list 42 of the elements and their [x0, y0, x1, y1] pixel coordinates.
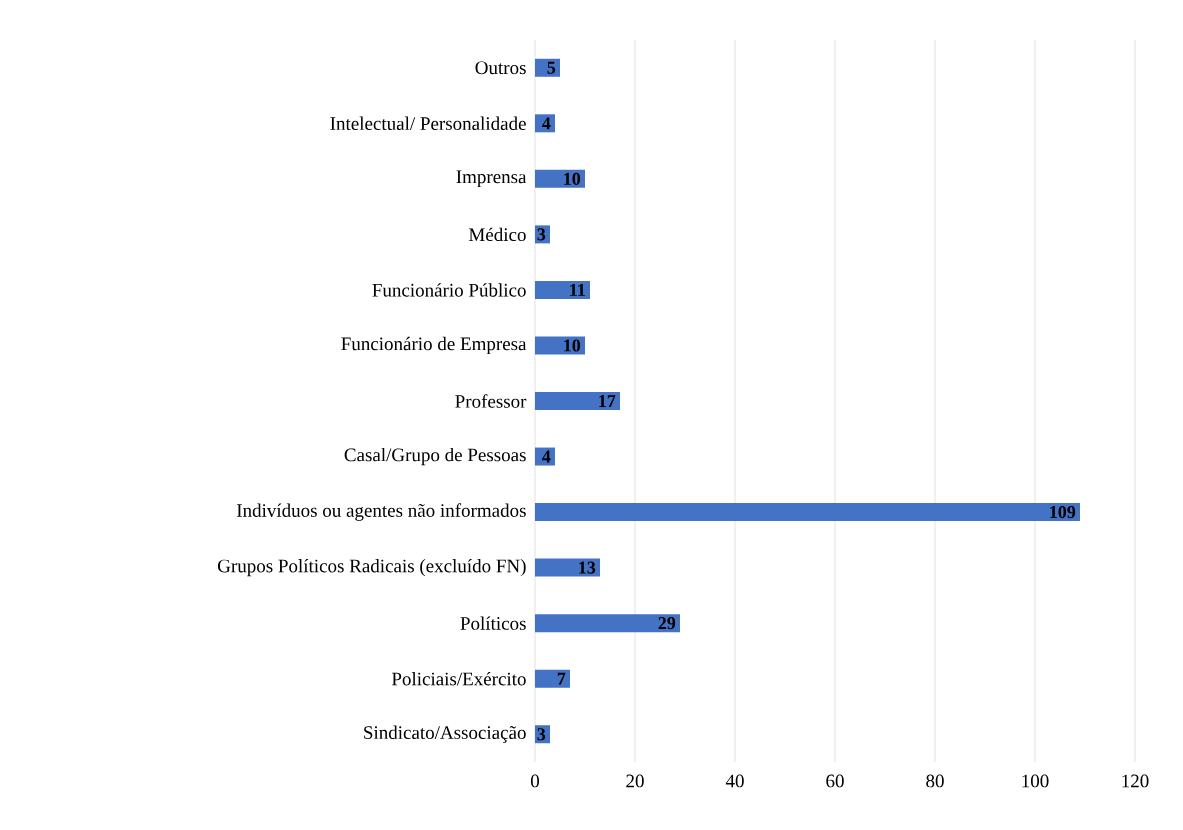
- y-tick-label: Funcionário de Empresa: [341, 336, 527, 355]
- bar: [535, 169, 585, 188]
- y-tick-label: Outros: [475, 61, 526, 75]
- y-tick-label: Indivíduos ou agentes não informados: [236, 503, 526, 521]
- data-label: 11: [570, 283, 585, 296]
- x-tick-label: 100: [1022, 774, 1049, 788]
- data-label: 4: [542, 450, 551, 463]
- x-tick-label: 20: [626, 774, 644, 788]
- data-label: 10: [564, 172, 581, 185]
- y-tick-label: Grupos Políticos Radicais (excluído FN): [218, 558, 526, 577]
- y-tick-label: Imprensa: [456, 170, 527, 188]
- x-tick-label: 60: [826, 774, 844, 788]
- y-tick-label: Professor: [455, 394, 527, 408]
- y-tick-label: Sindicato/Associação: [364, 725, 526, 743]
- data-label: 29: [658, 617, 676, 630]
- bar: [535, 58, 560, 77]
- data-label: 10: [564, 339, 581, 352]
- x-tick-label: 0: [530, 774, 540, 788]
- y-tick-label: Políticos: [460, 616, 526, 630]
- data-label: 3: [537, 228, 546, 241]
- y-tick-label: Médico: [468, 227, 526, 242]
- bar: [535, 392, 620, 410]
- y-tick-label: Casal/Grupo de Pessoas: [344, 447, 526, 466]
- data-label: 4: [542, 117, 551, 130]
- data-label: 109: [1050, 506, 1076, 519]
- y-tick-label: Intelectual/ Personalidade: [330, 116, 526, 130]
- bar: [535, 280, 590, 299]
- x-tick-label: 40: [725, 774, 744, 788]
- bar: [535, 336, 585, 355]
- bar: [535, 503, 1081, 522]
- data-label: 5: [547, 61, 556, 74]
- data-label: 13: [579, 561, 596, 574]
- y-tick-label: Policiais/Exército: [391, 671, 526, 686]
- bar: [535, 558, 600, 577]
- x-tick-label: 80: [926, 774, 944, 788]
- data-label: 3: [537, 728, 546, 741]
- bar: [535, 669, 570, 688]
- data-label: 17: [599, 395, 616, 407]
- data-label: 7: [557, 672, 566, 685]
- y-tick-label: Funcionário Público: [372, 283, 526, 297]
- bar: [535, 614, 680, 633]
- x-tick-label: 120: [1122, 774, 1149, 788]
